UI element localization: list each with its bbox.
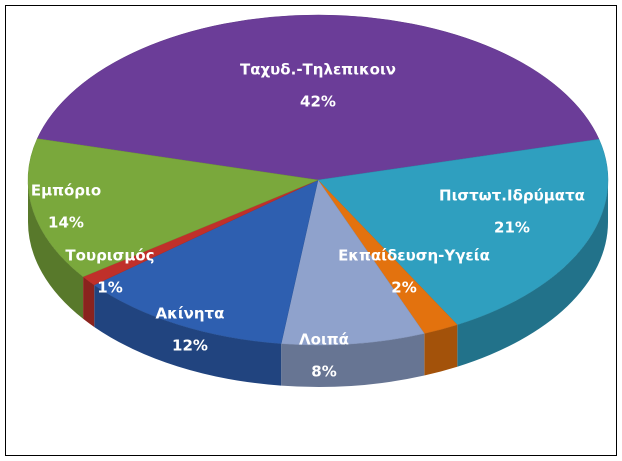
slice-value-label: 1% [97, 279, 122, 297]
slice-value-label: 42% [300, 93, 336, 111]
slice [280, 179, 425, 346]
slice-label: Ακίνητα [156, 305, 225, 323]
slice-side [94, 284, 282, 386]
slice-label: Εκπαίδευση-Υγεία [338, 247, 490, 265]
pie-tops [27, 14, 609, 346]
slice-side [457, 180, 608, 367]
slice-side [83, 276, 95, 327]
slice-side [28, 180, 84, 319]
slice [36, 14, 600, 181]
slice-label: Λοιπά [299, 331, 349, 349]
slice-label: Τουρισμός [65, 247, 154, 265]
slice-label: Ταχυδ.-Τηλεπικοιν [240, 61, 396, 79]
slice-value-label: 21% [494, 219, 530, 237]
slice-label: Πιστωτ.Ιδρύματα [439, 187, 585, 205]
slice-value-label: 8% [311, 363, 336, 381]
slice-label: Εμπόριο [31, 182, 101, 200]
slice-side [424, 324, 458, 376]
pie-sides [28, 180, 608, 387]
slice-value-label: 12% [172, 337, 208, 355]
labels: Ταχυδ.-Τηλεπικοιν 42% Πιστωτ.Ιδρύματα 21%Εκ… [31, 61, 585, 381]
slice [317, 138, 609, 326]
slice [27, 138, 319, 278]
slice-side [281, 333, 425, 387]
slice-value-label: 2% [391, 279, 416, 297]
slice [93, 179, 319, 344]
slice-value-label: 14% [48, 214, 84, 232]
